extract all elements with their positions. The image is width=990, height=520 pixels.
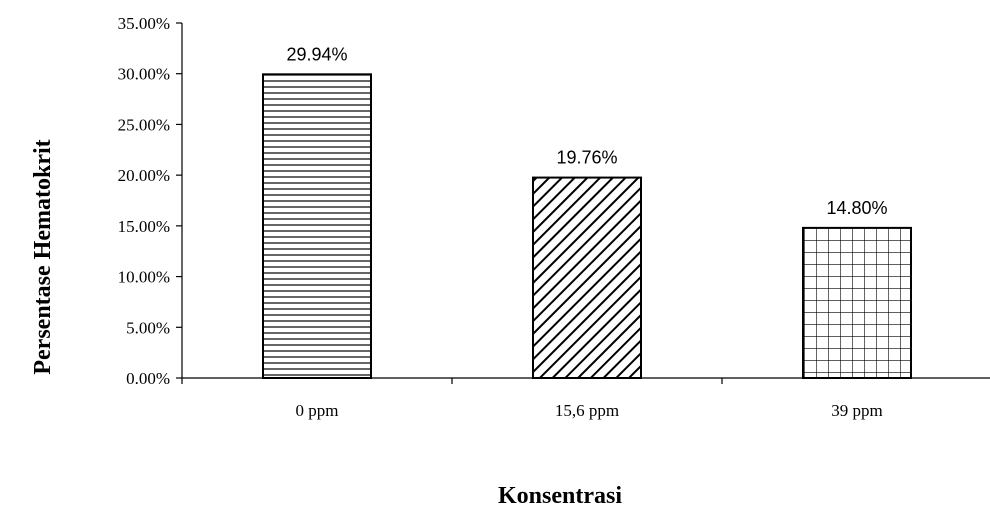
y-tick-label: 5.00% bbox=[126, 318, 170, 337]
y-tick-label: 15.00% bbox=[118, 217, 170, 236]
x-tick-label: 15,6 ppm bbox=[555, 401, 619, 420]
x-axis-title: Konsentrasi bbox=[498, 483, 622, 509]
y-tick-label: 25.00% bbox=[118, 115, 170, 134]
data-label: 29.94% bbox=[286, 44, 347, 64]
data-label: 19.76% bbox=[556, 148, 617, 168]
bar-1 bbox=[262, 73, 372, 380]
bars: 29.94% 19.76% 14.80% bbox=[262, 44, 912, 380]
data-label: 14.80% bbox=[826, 198, 887, 218]
bar-2 bbox=[532, 176, 642, 379]
x-tick-label: 39 ppm bbox=[831, 401, 882, 420]
bar-3 bbox=[802, 226, 912, 379]
y-tick-label: 10.00% bbox=[118, 268, 170, 287]
x-ticks: 0 ppm 15,6 ppm 39 ppm bbox=[181, 378, 883, 420]
y-tick-label: 30.00% bbox=[118, 65, 170, 84]
y-tick-label: 20.00% bbox=[118, 166, 170, 185]
y-axis-title: Persentase Hematokrit bbox=[30, 139, 56, 374]
x-tick-label: 0 ppm bbox=[296, 401, 339, 420]
y-ticks: 0.00% 5.00% 10.00% 15.00% 20.00% 25.00% 30.00%… bbox=[118, 14, 182, 388]
y-tick-label: 0.00% bbox=[126, 369, 170, 388]
y-tick-label: 35.00% bbox=[118, 14, 170, 33]
